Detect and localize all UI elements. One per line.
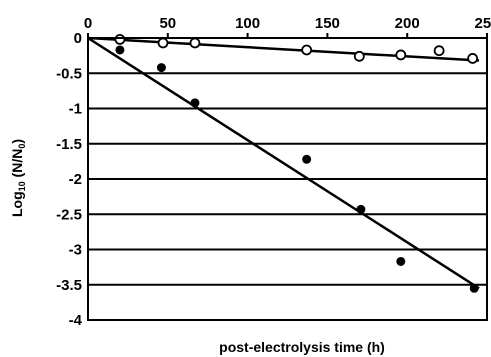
y-tick-label: -3 [69,242,82,259]
x-tick-label: 200 [395,15,420,32]
open-point-1 [114,34,126,45]
plot-frame [87,37,488,321]
x-axis-title: post-electrolysis time (h) [219,339,385,355]
fit-line-2 [87,36,480,290]
x-tick-label: 0 [84,15,92,32]
filled-point-7 [469,283,479,293]
open-point-3 [189,37,201,49]
y-tick-label: -1.5 [56,136,82,153]
y-axis-ticks: 0 -0.5 -1 -1.5 -2 -2.5 -3 -3.5 -4 [56,30,83,329]
x-tick-label: 100 [235,15,260,32]
filled-point-6 [396,256,406,266]
fit-line-1 [87,36,480,62]
filled-point-5 [356,204,366,214]
filled-point-2 [156,63,166,73]
filled-point-1 [115,45,125,55]
horizontal-gridlines [88,37,487,321]
y-tick-label: -4 [69,312,83,329]
filled-point-3 [190,98,200,108]
y-tick-label: -1 [69,101,82,118]
regression-lines [87,36,480,290]
open-point-7 [433,45,445,57]
open-point-5 [353,50,365,62]
filled-point-4 [302,154,312,164]
open-point-8 [467,53,479,64]
y-tick-label: -2 [69,171,82,188]
y-axis-title: Log10 (N/N0) [9,139,27,217]
x-tick-label: 50 [159,15,176,32]
open-point-6 [395,49,407,61]
open-point-4 [301,44,313,56]
y-tick-label: -3.5 [56,277,82,294]
data-points [114,34,479,293]
y-tick-label: -2.5 [56,206,82,223]
open-point-2 [157,37,169,49]
y-tick-label: -0.5 [56,65,82,82]
x-tick-label: 150 [315,15,340,32]
x-tick-label: 250 [474,15,491,32]
y-tick-label: 0 [74,30,82,47]
x-axis-ticks: 0 50 100 150 200 250 [84,15,491,38]
